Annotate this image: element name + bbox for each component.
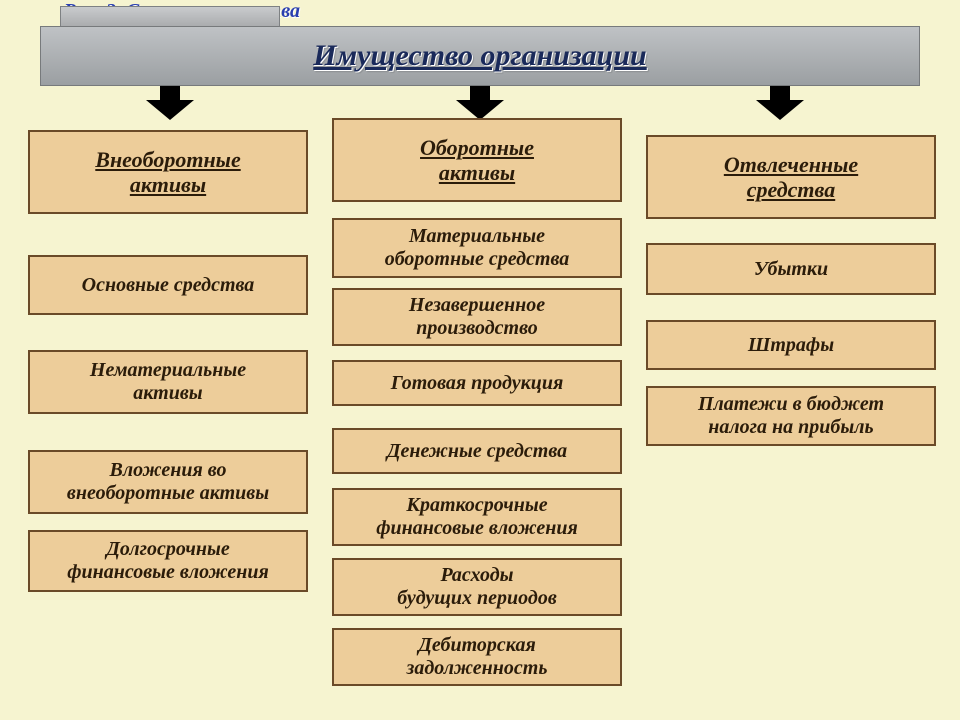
arrow-stem-1 xyxy=(470,86,490,100)
category-noncurrent-assets-label: Внеоборотныеактивы xyxy=(95,147,240,198)
item-center-3: Денежные средства xyxy=(332,428,622,474)
item-center-0: Материальныеоборотные средства xyxy=(332,218,622,278)
item-center-5: Расходыбудущих периодов xyxy=(332,558,622,616)
item-center-3-label: Денежные средства xyxy=(387,440,567,463)
item-center-6: Дебиторскаязадолженность xyxy=(332,628,622,686)
category-current-assets: Оборотныеактивы xyxy=(332,118,622,202)
item-left-3: Долгосрочныефинансовые вложения xyxy=(28,530,308,592)
category-current-assets-label: Оборотныеактивы xyxy=(420,135,534,186)
item-right-2-label: Платежи в бюджетналога на прибыль xyxy=(698,393,884,439)
category-diverted-funds: Отвлеченныесредства xyxy=(646,135,936,219)
item-left-1: Нематериальныеактивы xyxy=(28,350,308,414)
diagram-canvas: Имущество организации Внеоборотныеактивы О… xyxy=(0,0,960,720)
item-left-1-label: Нематериальныеактивы xyxy=(90,359,246,405)
arrow-stem-0 xyxy=(160,86,180,100)
item-right-0-label: Убытки xyxy=(754,258,828,281)
arrow-down-icon xyxy=(756,100,804,120)
item-center-4: Краткосрочныефинансовые вложения xyxy=(332,488,622,546)
arrow-down-icon xyxy=(456,100,504,120)
title-tab xyxy=(60,6,280,28)
item-center-4-label: Краткосрочныефинансовые вложения xyxy=(376,494,578,540)
item-center-0-label: Материальныеоборотные средства xyxy=(385,225,570,271)
item-left-0-label: Основные средства xyxy=(82,274,255,297)
item-left-2-label: Вложения вовнеоборотные активы xyxy=(67,459,269,505)
item-center-5-label: Расходыбудущих периодов xyxy=(397,564,557,610)
item-center-1: Незавершенноепроизводство xyxy=(332,288,622,346)
item-left-0: Основные средства xyxy=(28,255,308,315)
category-diverted-funds-label: Отвлеченныесредства xyxy=(724,152,858,203)
item-center-2-label: Готовая продукция xyxy=(391,372,564,395)
item-right-1-label: Штрафы xyxy=(748,334,834,357)
title-text: Имущество организации xyxy=(313,39,646,74)
item-center-1-label: Незавершенноепроизводство xyxy=(409,294,545,340)
item-center-6-label: Дебиторскаязадолженность xyxy=(407,634,548,680)
item-right-1: Штрафы xyxy=(646,320,936,370)
item-center-2: Готовая продукция xyxy=(332,360,622,406)
item-right-0: Убытки xyxy=(646,243,936,295)
title-bar: Имущество организации xyxy=(40,26,920,86)
item-left-3-label: Долгосрочныефинансовые вложения xyxy=(67,538,269,584)
item-left-2: Вложения вовнеоборотные активы xyxy=(28,450,308,514)
arrow-down-icon xyxy=(146,100,194,120)
arrow-stem-2 xyxy=(770,86,790,100)
item-right-2: Платежи в бюджетналога на прибыль xyxy=(646,386,936,446)
category-noncurrent-assets: Внеоборотныеактивы xyxy=(28,130,308,214)
